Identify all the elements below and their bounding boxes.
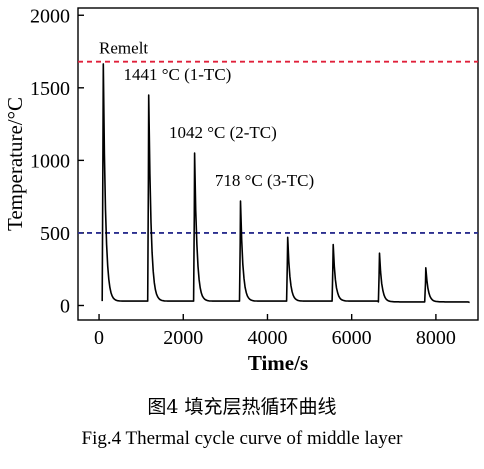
plot-frame	[77, 7, 479, 321]
x-tick-label: 2000	[163, 327, 203, 349]
temperature-series-line	[101, 63, 470, 304]
x-tick-label: 8000	[416, 327, 456, 349]
reference-line-label: Remelt	[99, 39, 148, 58]
peak-annotation-3: 718 °C (3-TC)	[215, 171, 314, 190]
peak-annotation-2: 1042 °C (2-TC)	[169, 123, 277, 142]
x-axis-label: Time/s	[248, 351, 308, 375]
x-tick-label: 4000	[247, 327, 287, 349]
figure-caption-english: Fig.4 Thermal cycle curve of middle laye…	[81, 428, 403, 449]
y-tick-label: 1500	[30, 78, 70, 100]
peak-annotation-1: 1441 °C (1-TC)	[123, 65, 231, 84]
thermal-cycle-chart: 0 2000 4000 6000 8000 0 500 1000 1500 2000 Time/s T…	[3, 5, 479, 375]
y-tick-label: 0	[60, 295, 70, 317]
y-tick-label: 2000	[30, 5, 70, 27]
x-tick-label: 6000	[332, 327, 372, 349]
y-axis-label: Temperature/°C	[3, 97, 27, 231]
figure-caption-chinese: 图4 填充层热循环曲线	[147, 396, 337, 418]
y-tick-label: 500	[40, 223, 70, 245]
x-tick-label: 0	[94, 327, 104, 349]
y-tick-label: 1000	[30, 150, 70, 172]
